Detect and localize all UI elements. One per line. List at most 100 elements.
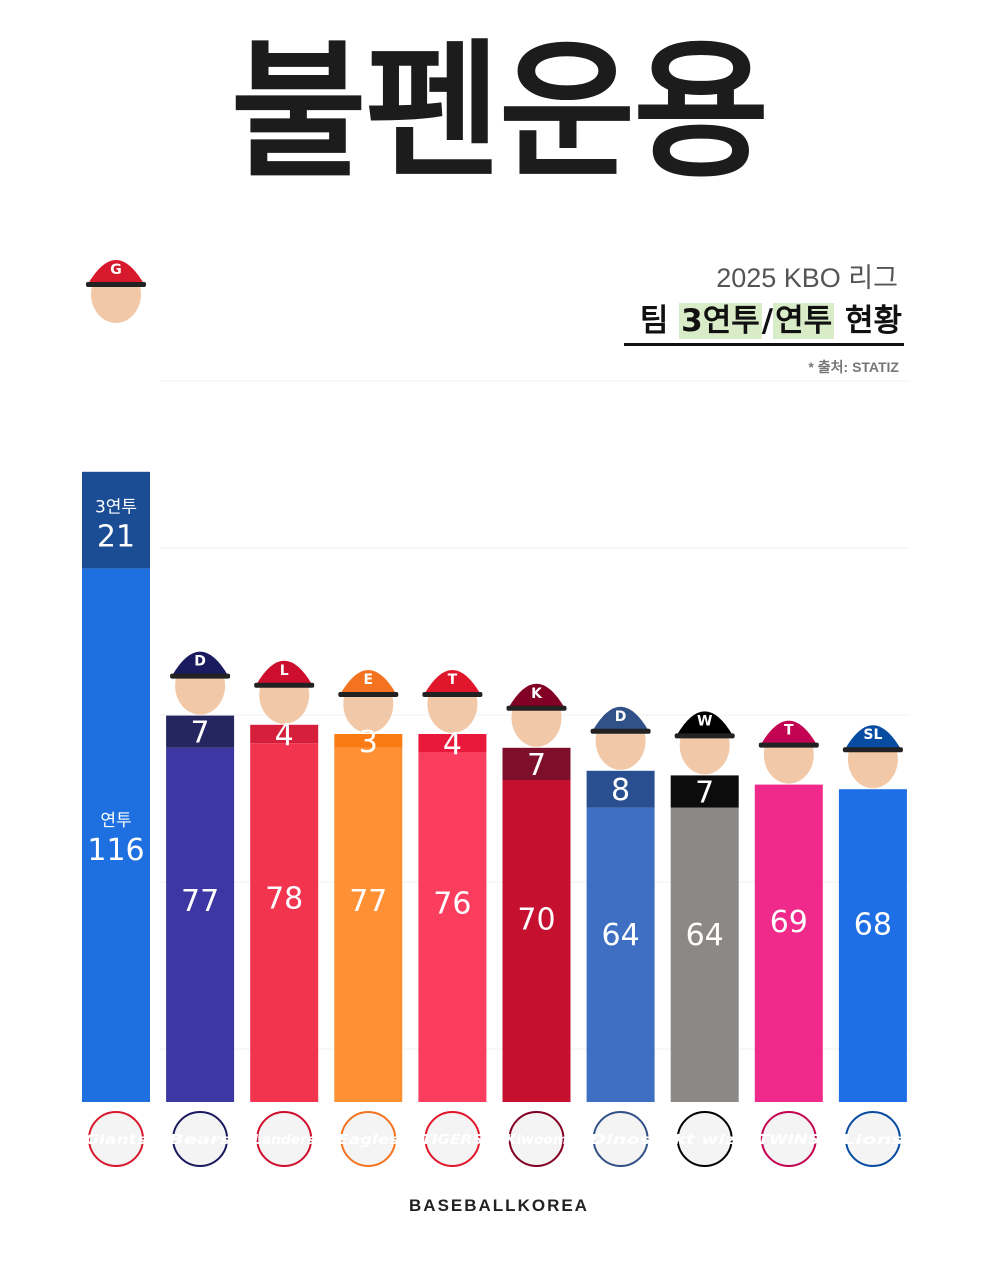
- cap-letter-5: K: [531, 686, 543, 702]
- bar-three-7: [670, 775, 739, 808]
- main-title: 불펜운용: [230, 26, 770, 198]
- cap-letter-3: E: [364, 672, 374, 688]
- manager-photo-3: E: [338, 670, 399, 733]
- cap-7: [676, 711, 733, 736]
- cap-letter-6: D: [615, 709, 627, 725]
- bar-consec-4: [418, 752, 487, 1102]
- bar-consec-2: [250, 743, 319, 1102]
- data-label-consec-0: 116: [87, 833, 144, 868]
- cap-6: [592, 706, 649, 731]
- data-label-consec-6: 64: [602, 918, 640, 953]
- data-label-three-4: 4: [443, 727, 462, 762]
- manager-photo-9: SL: [842, 725, 903, 789]
- team-logo-text-3: Eagles: [337, 1133, 399, 1148]
- cap-brim-5: [506, 705, 567, 711]
- data-label-three-3: 3: [359, 725, 378, 760]
- manager-photo-6: D: [590, 706, 651, 770]
- subtitle-highlight-consec: 연투: [773, 303, 835, 339]
- cap-letter-4: T: [448, 672, 458, 688]
- legend-label-consec: 연투: [100, 811, 131, 831]
- cap-brim-4: [422, 692, 483, 697]
- cap-letter-2: L: [280, 663, 289, 679]
- bar-group-2: 4 78: [250, 718, 319, 1102]
- team-logo-7: kt wiz: [674, 1111, 736, 1167]
- team-logo-text-9: Lions: [842, 1133, 904, 1148]
- team-logo-text-5: Kiwoom: [506, 1133, 568, 1148]
- cap-0: [88, 260, 144, 284]
- cap-brim-3: [338, 692, 399, 697]
- bar-three-5: [502, 747, 571, 780]
- team-logo-badge-0: [88, 1111, 144, 1167]
- data-label-consec-2: 78: [265, 881, 303, 916]
- bar-consec-8: [754, 784, 823, 1102]
- cap-8: [760, 720, 817, 745]
- bar-consec-0: [82, 568, 150, 1102]
- team-logo-5: Kiwoom: [506, 1111, 568, 1167]
- bar-three-0: [82, 471, 150, 569]
- cap-5: [508, 683, 565, 708]
- data-label-consec-1: 77: [181, 884, 219, 919]
- bar-group-8: 69: [754, 784, 823, 1102]
- bar-consec-1: [166, 747, 235, 1102]
- footer-brand: BASEBALLKOREA: [409, 1196, 589, 1215]
- team-logo-badge-2: [256, 1111, 313, 1167]
- legend-label-three: 3연투: [95, 497, 137, 517]
- manager-photo-1: D: [170, 651, 231, 715]
- team-logo-badge-6: [592, 1111, 649, 1167]
- data-label-consec-8: 69: [770, 905, 808, 940]
- bar-group-4: 4 76: [418, 727, 487, 1102]
- data-label-consec-4: 76: [433, 887, 471, 922]
- bar-three-1: [166, 715, 235, 748]
- bar-three-2: [250, 724, 319, 744]
- cap-letter-8: T: [784, 723, 794, 739]
- team-logo-badge-7: [676, 1111, 733, 1167]
- cap-brim-6: [590, 728, 651, 734]
- bar-three-6: [586, 770, 655, 808]
- bar-group-3: 3 77: [334, 725, 403, 1102]
- data-label-three-7: 7: [695, 776, 714, 811]
- team-logo-6: Dinos: [590, 1111, 652, 1167]
- cap-brim-0: [86, 282, 146, 287]
- bar-group-1: 777: [166, 715, 235, 1102]
- team-logo-badge-5: [508, 1111, 565, 1167]
- team-logo-2: Landers: [253, 1111, 315, 1167]
- bar-consec-5: [502, 780, 571, 1102]
- data-label-three-2: 4: [275, 718, 294, 753]
- subtitle-underline: [624, 343, 904, 346]
- team-logo-text-0: Giants: [85, 1133, 147, 1148]
- team-logo-text-8: TWINS: [758, 1133, 820, 1148]
- manager-photo-4: T: [422, 670, 483, 733]
- bar-group-5: 7 70: [502, 747, 571, 1102]
- cap-letter-0: G: [110, 262, 122, 278]
- manager-photo-8: T: [758, 720, 819, 784]
- cap-4: [424, 670, 481, 694]
- bar-consec-7: [670, 807, 739, 1102]
- cap-letter-9: SL: [863, 727, 882, 743]
- data-label-three-0: 21: [97, 519, 135, 554]
- team-logo-badge-9: [844, 1111, 901, 1167]
- team-logo-text-2: Landers: [253, 1133, 315, 1148]
- data-label-consec-3: 77: [349, 884, 387, 919]
- manager-photo-0: G: [86, 260, 146, 323]
- team-logo-badge-4: [424, 1111, 481, 1167]
- cap-9: [844, 725, 901, 750]
- subtitle-prefix: 팀: [639, 303, 680, 339]
- subtitle-highlight-3: 3연투: [679, 303, 762, 339]
- team-logo-badge-8: [760, 1111, 817, 1167]
- data-label-three-6: 8: [611, 773, 630, 808]
- bar-group-9: 68: [838, 789, 907, 1102]
- cap-3: [340, 670, 397, 694]
- data-label-three-1: 7: [191, 716, 210, 751]
- cap-brim-1: [170, 673, 231, 679]
- team-logo-badge-3: [340, 1111, 397, 1167]
- data-label-three-5: 7: [527, 748, 546, 783]
- source-note: * 출처: STATIZ: [808, 359, 899, 375]
- cap-brim-2: [254, 682, 315, 688]
- manager-photo-7: W: [674, 711, 735, 775]
- bar-group-7: 7 64: [670, 775, 739, 1102]
- bar-three-4: [418, 734, 487, 753]
- cap-2: [256, 660, 313, 685]
- subtitle-main: 팀 3연투/연투 현황: [640, 295, 902, 340]
- team-logo-9: Lions: [842, 1111, 904, 1167]
